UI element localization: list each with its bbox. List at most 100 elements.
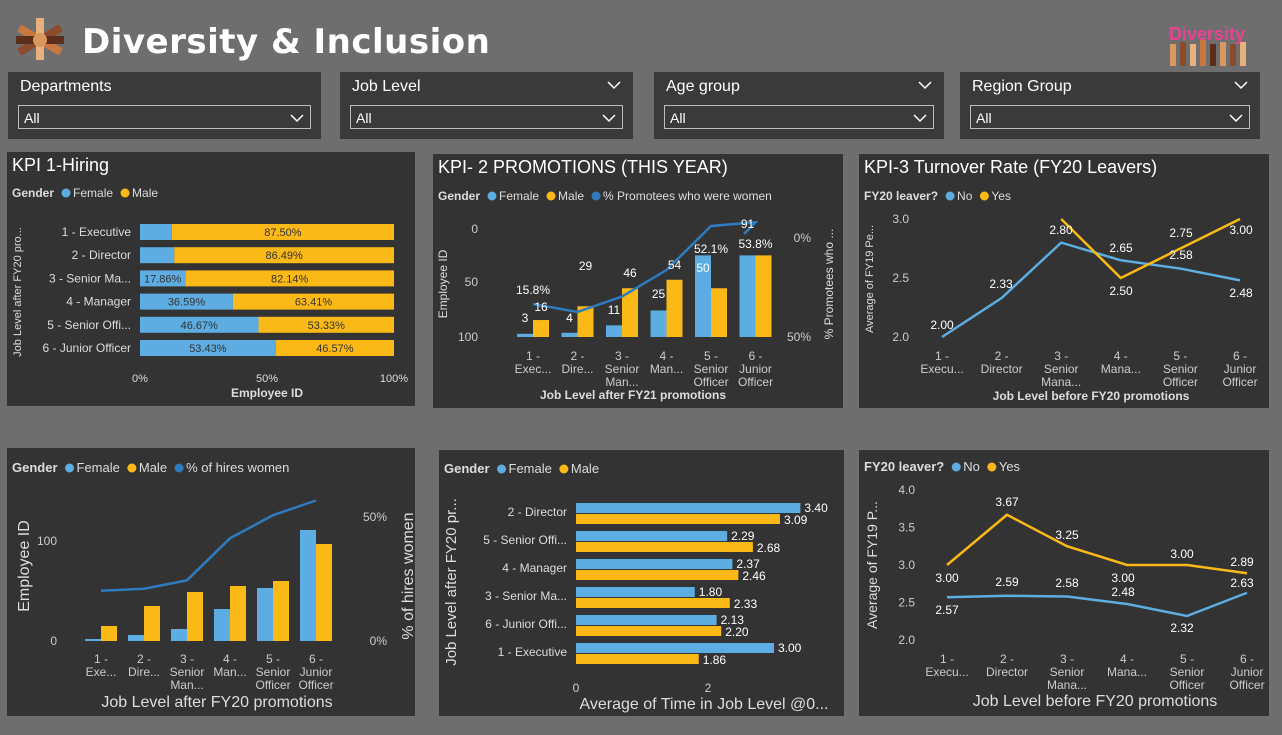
- x-tick-label: 4 -: [659, 349, 673, 363]
- panel-leaver[interactable]: FY20 leaver? No Yes 2.57 2.59 2.58 2.48 2.32 2.6…: [859, 450, 1269, 716]
- legend-item-0: No: [963, 459, 980, 474]
- slicer-region-group[interactable]: Region Group All: [960, 72, 1260, 139]
- slicer-age-group[interactable]: Age group All: [654, 72, 944, 139]
- y-tick-label: 6 - Junior Offi...: [485, 617, 567, 631]
- x-tick-label: 100%: [380, 373, 408, 385]
- x-tick-label: 3 -: [180, 652, 194, 666]
- line-no: [946, 591, 1248, 618]
- bar-male: [101, 626, 117, 641]
- legend-item-1: Male: [139, 460, 167, 475]
- data-label: 3.25: [1055, 528, 1079, 542]
- x-tick-label: Man...: [650, 362, 683, 376]
- slicer-job-level[interactable]: Job Level All: [340, 72, 633, 139]
- slicer-label: Age group: [666, 78, 740, 95]
- x-tick-label: Execu...: [920, 362, 963, 376]
- data-label: 2.63: [1230, 576, 1254, 590]
- legend-item-1: Male: [571, 461, 599, 476]
- data-label: 53.8%: [738, 237, 772, 251]
- data-label: 87.50%: [264, 227, 302, 239]
- data-label: 11: [608, 303, 621, 317]
- x-tick-label: 0%: [132, 373, 148, 385]
- x-tick-label: Mana...: [1107, 665, 1147, 679]
- x-tick-label: Senior: [1163, 362, 1198, 376]
- chevron-down-icon[interactable]: [607, 80, 621, 90]
- data-label: 17.86%: [144, 273, 182, 285]
- y-tick-label: 2.0: [898, 633, 915, 647]
- bar-male: [755, 255, 772, 337]
- y-tick-label: 4 - Manager: [502, 561, 567, 575]
- data-label: 3.00: [1229, 223, 1253, 237]
- data-label: 3.00: [778, 641, 802, 655]
- y-tick-label: 2.5: [892, 271, 909, 285]
- x-tick-label: 1 -: [940, 652, 954, 666]
- y-tick-label: 3 - Senior Ma...: [485, 589, 567, 603]
- hires-chart: Gender Female Male % of hires women 0 100 0% 50…: [12, 460, 415, 711]
- bar-female: [257, 588, 273, 641]
- bar-male: [576, 598, 730, 608]
- panel-kpi3-turnover[interactable]: KPI-3 Turnover Rate (FY20 Leavers) FY20 …: [859, 154, 1269, 408]
- age-group-dropdown[interactable]: All: [664, 105, 934, 129]
- diversity-logo-icon: Diversity: [1169, 24, 1246, 66]
- data-label: 2.46: [742, 569, 766, 583]
- panel-title: KPI- 2 PROMOTIONS (THIS YEAR): [438, 157, 728, 177]
- x-axis-title: Average of Time in Job Level @0...: [580, 696, 829, 713]
- line-pct-women: [532, 220, 759, 314]
- panel-hires[interactable]: Gender Female Male % of hires women 0 100 0% 50…: [7, 448, 415, 716]
- legend-title: FY20 leaver?: [864, 459, 944, 474]
- x-axis-title: Job Level after FY21 promotions: [540, 388, 726, 402]
- x-tick-label: 2 -: [995, 349, 1009, 363]
- x-tick-label: 5 -: [1180, 652, 1194, 666]
- data-label: 2.80: [1049, 223, 1073, 237]
- x-tick-label: Officer: [1229, 678, 1264, 692]
- x-tick-label: Senior: [170, 665, 205, 679]
- legend-marker-0: [497, 464, 507, 474]
- panel-title: KPI 1-Hiring: [12, 155, 110, 175]
- slicer-departments[interactable]: Departments All: [8, 72, 321, 139]
- data-label: 3.67: [995, 495, 1019, 509]
- bar-male: [275, 340, 394, 356]
- data-label: 86.49%: [266, 250, 304, 262]
- bar-female: [140, 224, 172, 240]
- data-label: 46.57%: [316, 343, 354, 355]
- data-label: 3.00: [1170, 547, 1194, 561]
- legend-item-1: Male: [132, 186, 158, 200]
- x-tick-label: 3 -: [1054, 349, 1068, 363]
- bar-male: [174, 247, 394, 264]
- bar-female: [140, 247, 175, 264]
- bar-female: [576, 559, 733, 569]
- y-axis-title: Job Level after FY20 pr...: [443, 498, 460, 666]
- panel-kpi2-promotions[interactable]: KPI- 2 PROMOTIONS (THIS YEAR) Gender Fema…: [433, 154, 843, 408]
- job-level-dropdown[interactable]: All: [350, 105, 623, 129]
- chevron-down-icon[interactable]: [918, 80, 932, 90]
- data-label: 3.00: [935, 571, 959, 585]
- x-tick-label: Officer: [298, 678, 333, 692]
- departments-dropdown[interactable]: All: [18, 105, 311, 129]
- data-label: 2.59: [995, 575, 1019, 589]
- panel-kpi1-hiring[interactable]: KPI 1-Hiring Gender Female Male 1 - Executi…: [7, 152, 415, 406]
- bar-male: [144, 606, 160, 641]
- y-tick-label: 2 - Director: [508, 505, 567, 519]
- y-tick-label: 50: [465, 275, 479, 289]
- x-tick-label: 6 -: [309, 652, 323, 666]
- bar-male: [622, 288, 638, 337]
- x-tick-label: Dire...: [128, 665, 160, 679]
- leaver-chart: FY20 leaver? No Yes 2.57 2.59 2.58 2.48 2.32 2.6…: [864, 459, 1265, 710]
- bar-female: [576, 587, 695, 597]
- x-tick-label: Junior: [1224, 362, 1257, 376]
- region-group-dropdown[interactable]: All: [970, 105, 1250, 129]
- chevron-down-icon[interactable]: [1234, 80, 1248, 90]
- x-tick-label: 1 -: [94, 652, 108, 666]
- y2-axis-title: % Promotees who ...: [822, 229, 836, 340]
- data-label: 2.20: [725, 625, 749, 639]
- x-tick-label: Senior: [1050, 665, 1085, 679]
- slicer-label: Job Level: [352, 78, 421, 95]
- bar-female: [128, 635, 144, 641]
- x-tick-label: Officer: [1169, 678, 1204, 692]
- x-tick-label: 3 -: [615, 349, 629, 363]
- panel-time-in-level[interactable]: Gender Female Male 2 - Director 3.40 3.09 5 - …: [439, 450, 844, 716]
- bar-female: [140, 293, 233, 310]
- y-tick-label: 1 - Executive: [62, 225, 132, 239]
- bar-female: [140, 340, 276, 356]
- y-tick-label: 3 - Senior Ma...: [49, 271, 131, 285]
- line-pct-women: [100, 499, 317, 593]
